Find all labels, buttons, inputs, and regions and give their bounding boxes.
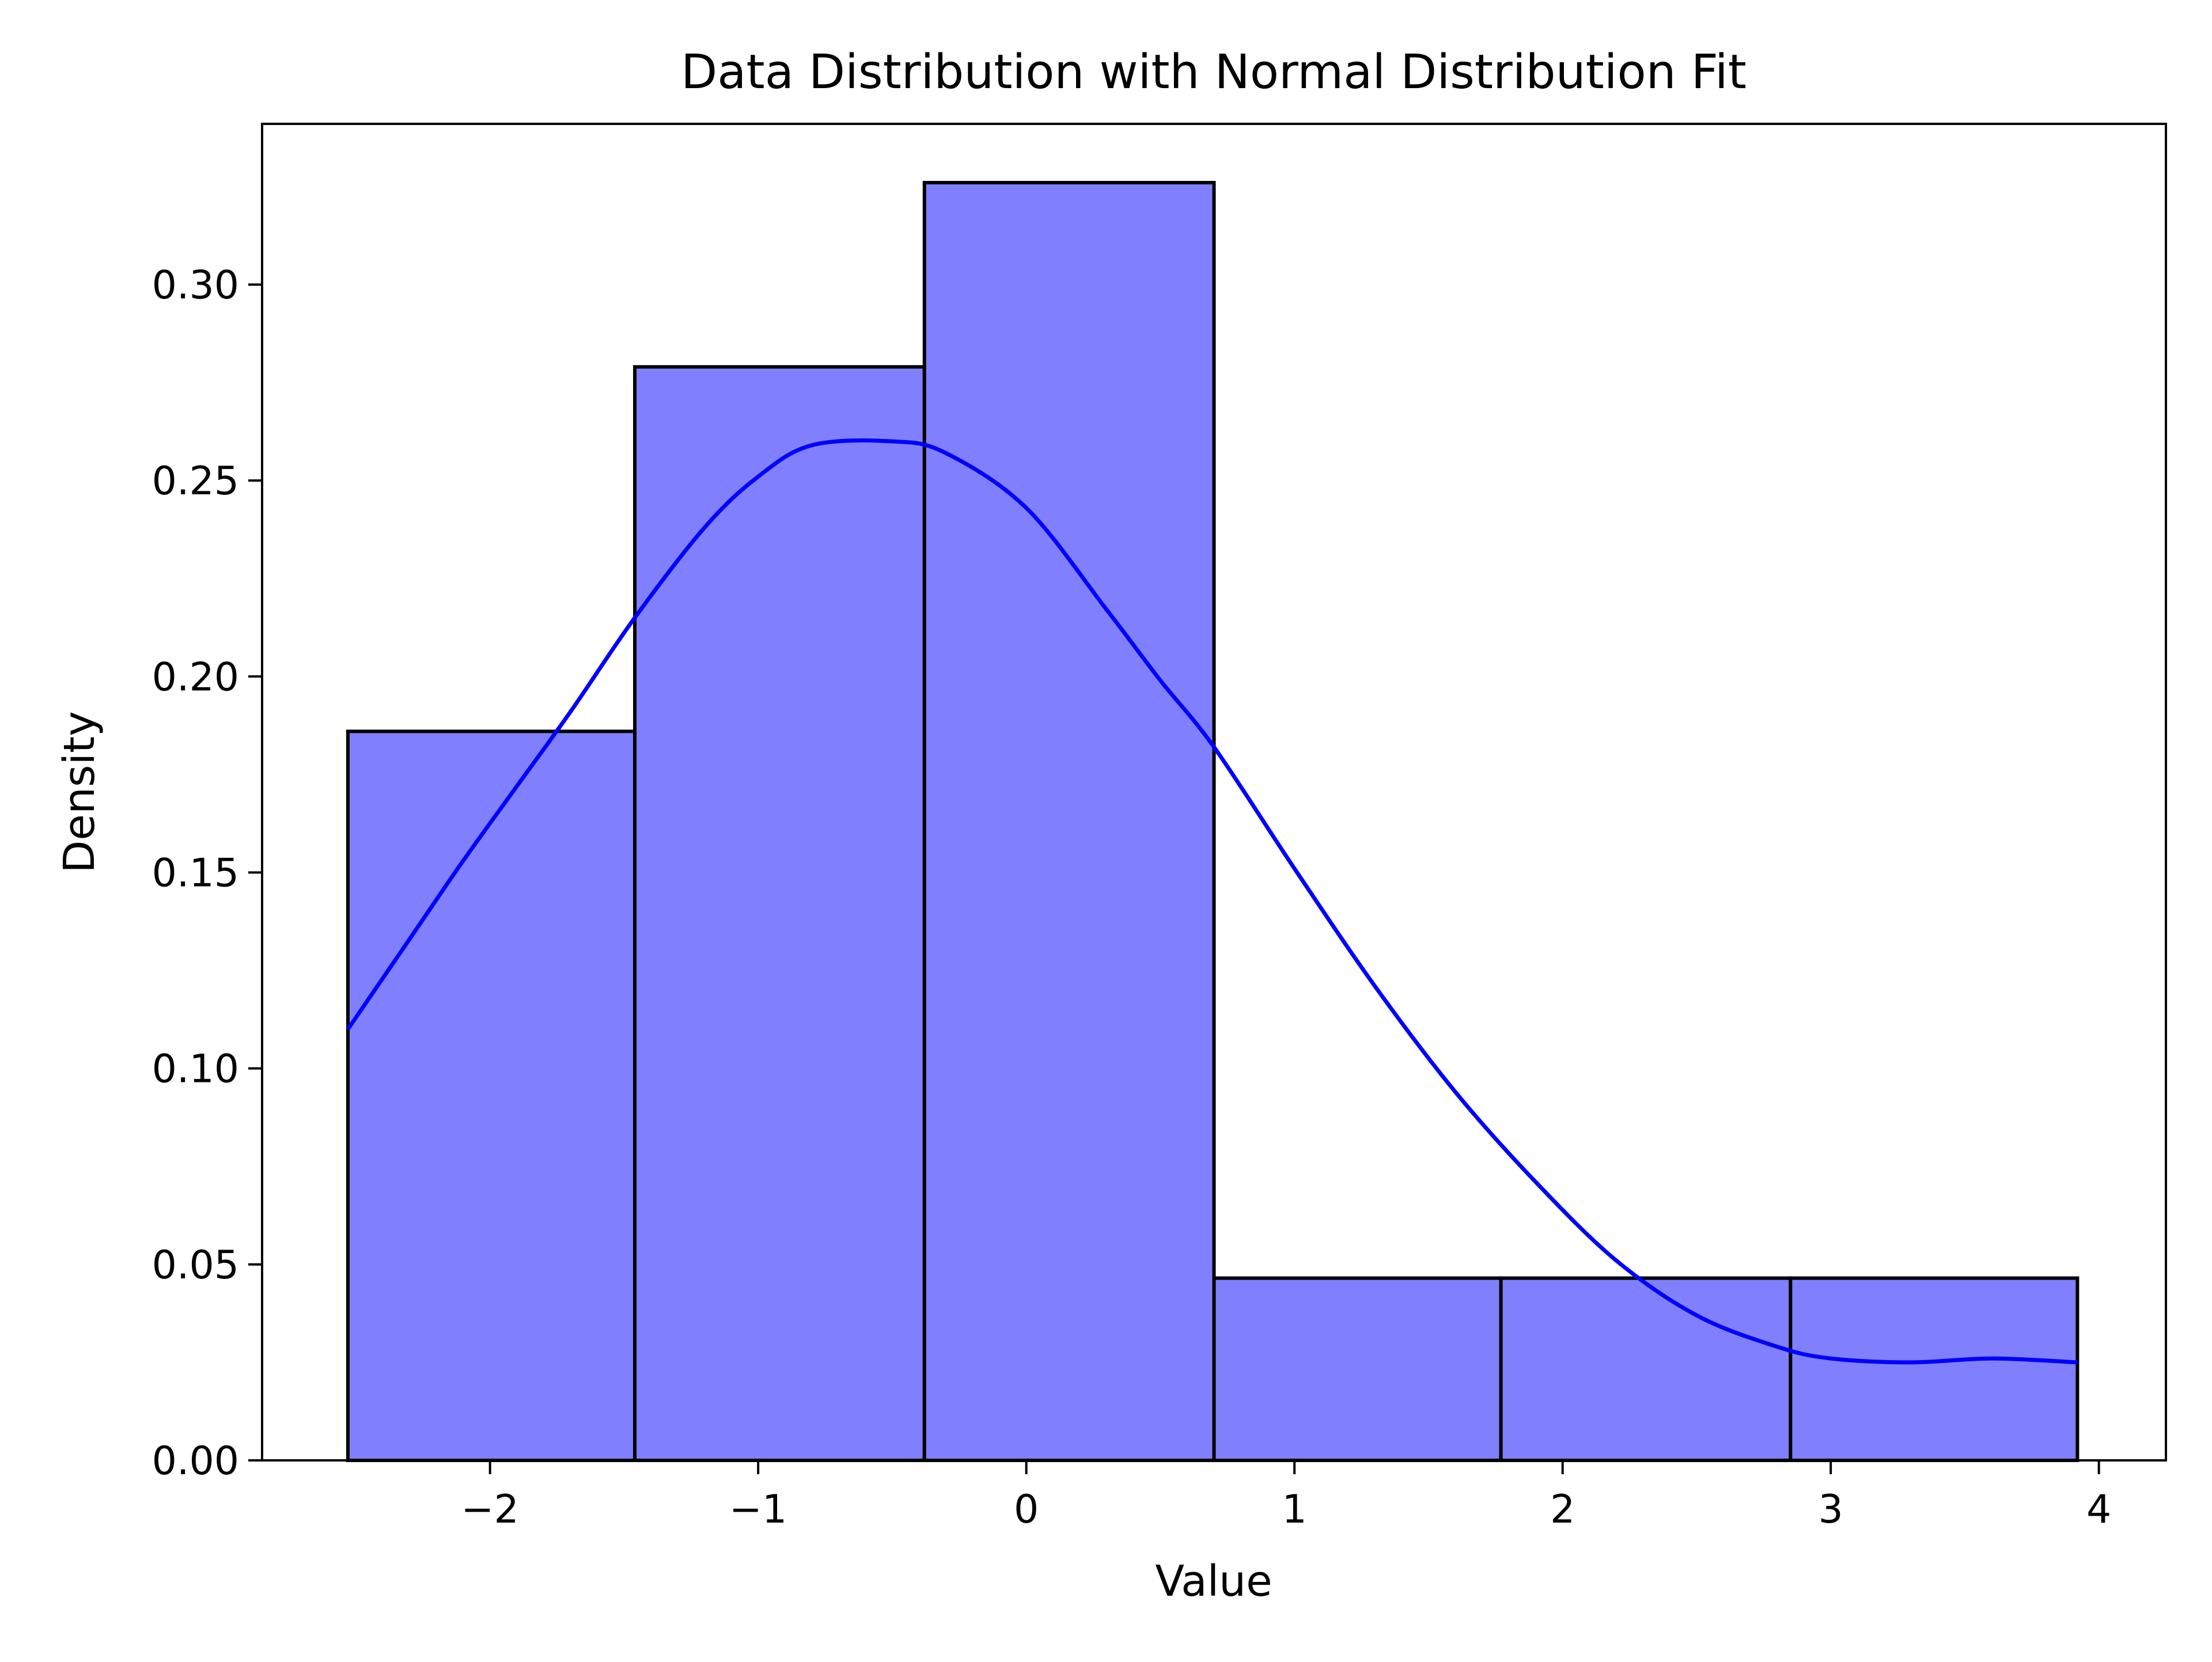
plot-frame	[261, 123, 2167, 1462]
density-curve	[346, 438, 2078, 1365]
y-tick-label: 0.25	[152, 459, 239, 504]
histogram-bar-6	[1789, 1276, 2080, 1463]
density-curve-group	[346, 438, 2078, 1365]
y-tick-label: 0.15	[152, 850, 239, 896]
x-tick-label: 0	[1014, 1487, 1039, 1532]
x-tick-label: 4	[2086, 1487, 2111, 1532]
x-axis-label: Value	[1155, 1557, 1272, 1606]
histogram-bars	[346, 181, 2080, 1463]
histogram-bar-1	[346, 729, 637, 1462]
x-tick-label: 1	[1282, 1487, 1307, 1532]
y-axis-label: Density	[55, 711, 104, 873]
x-tick-label: −2	[461, 1487, 519, 1532]
y-axis-ticks: 0.00 0.05 0.10 0.15 0.20 0.25 0.30	[152, 263, 262, 1484]
x-tick-label: 3	[1819, 1487, 1843, 1532]
x-tick-label: 2	[1550, 1487, 1575, 1532]
y-tick-label: 0.20	[152, 654, 239, 700]
y-tick-label: 0.10	[152, 1047, 239, 1092]
x-tick-label: −1	[729, 1487, 787, 1532]
x-axis-ticks: −2 −1 0 1 2 3 4	[461, 1460, 2111, 1532]
y-tick-label: 0.05	[152, 1243, 239, 1288]
chart-title: Data Distribution with Normal Distributi…	[681, 45, 1747, 100]
histogram-bar-5	[1499, 1276, 1793, 1463]
histogram-bar-2	[633, 365, 926, 1462]
y-tick-label: 0.00	[152, 1438, 239, 1484]
histogram-bar-4	[1212, 1276, 1503, 1463]
histogram-bar-3	[922, 181, 1216, 1463]
y-tick-label: 0.30	[152, 263, 239, 308]
